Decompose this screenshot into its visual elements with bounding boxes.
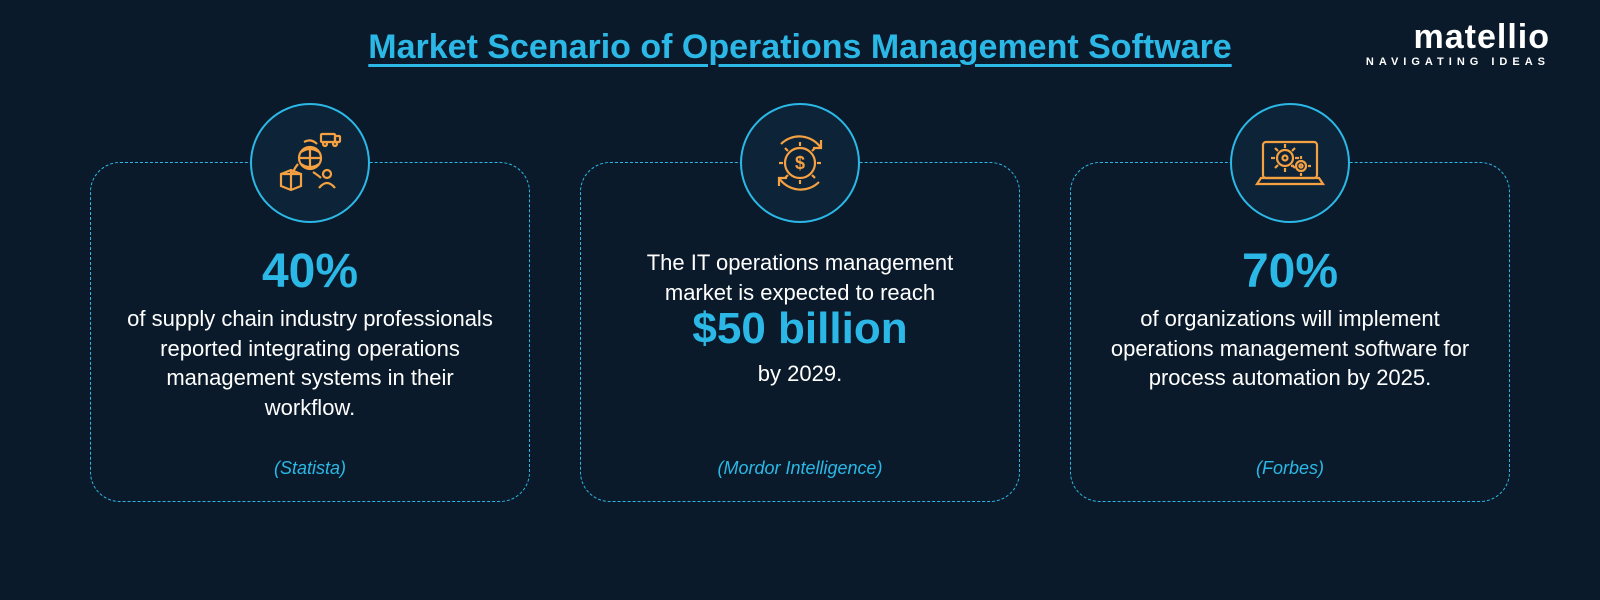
brand-logo: matellio NAVIGATING IDEAS xyxy=(1366,20,1550,68)
cards-row: 40% of supply chain industry professiona… xyxy=(0,162,1600,502)
dollar-gear-icon: $ xyxy=(740,103,860,223)
stat-value: 70% xyxy=(1105,248,1475,296)
stat-value: 40% xyxy=(125,248,495,296)
stat-value: $50 billion xyxy=(615,307,985,351)
stat-source: (Forbes) xyxy=(1071,458,1509,479)
stat-trail: by 2029. xyxy=(615,359,985,389)
laptop-gears-icon xyxy=(1230,103,1350,223)
svg-text:$: $ xyxy=(795,153,805,173)
supply-chain-icon xyxy=(250,103,370,223)
stat-lead: The IT operations management market is e… xyxy=(615,248,985,307)
logo-tagline: NAVIGATING IDEAS xyxy=(1366,56,1550,68)
stat-card-supply-chain: 40% of supply chain industry professiona… xyxy=(90,162,530,502)
stat-body: of supply chain industry professionals r… xyxy=(125,304,495,423)
logo-word: matellio xyxy=(1366,20,1550,54)
stat-card-adoption: 70% of organizations will implement oper… xyxy=(1070,162,1510,502)
stat-source: (Statista) xyxy=(91,458,529,479)
stat-card-market-size: $ The IT operations management market is… xyxy=(580,162,1020,502)
stat-body: of organizations will implement operatio… xyxy=(1105,304,1475,393)
page-title: Market Scenario of Operations Management… xyxy=(0,0,1600,67)
stat-source: (Mordor Intelligence) xyxy=(581,458,1019,479)
